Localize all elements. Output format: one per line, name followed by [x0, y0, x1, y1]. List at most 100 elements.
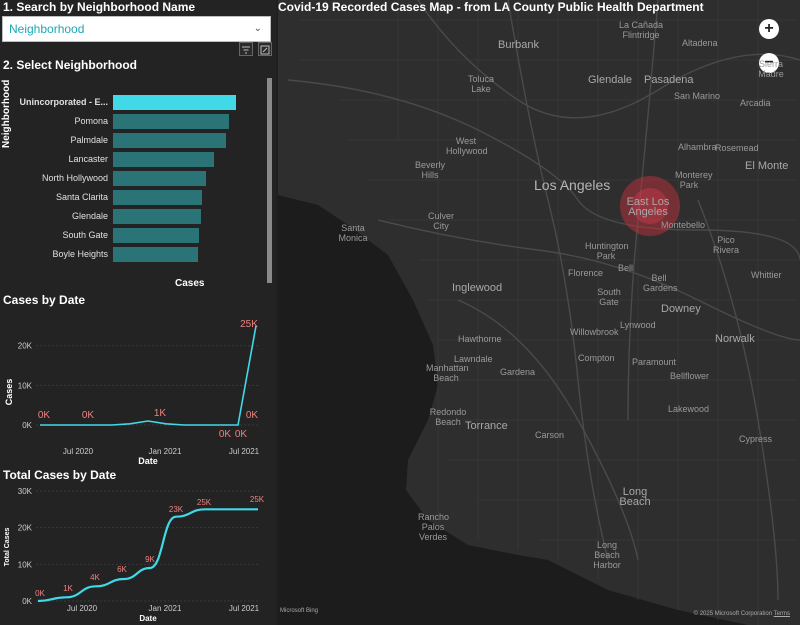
bar-label[interactable]: Lancaster: [68, 154, 108, 164]
bar[interactable]: [113, 228, 199, 243]
map-base: [278, 0, 800, 625]
map-label-monterey-park: Monterey Park: [675, 170, 713, 190]
y-axis-title: Cases: [4, 379, 14, 406]
map-view[interactable]: + − Los Angeles East Los Angeles Burbank…: [278, 0, 800, 625]
bar-chart-scrollbar[interactable]: [267, 78, 272, 283]
data-label: 0K: [38, 410, 51, 421]
map-label-glendale: Glendale: [588, 74, 633, 86]
data-label: 0K: [35, 589, 45, 598]
data-label: 0K: [82, 410, 95, 421]
bar[interactable]: [113, 209, 201, 224]
x-tick-label: Jan 2021: [149, 447, 182, 456]
map-label-bell-gardens: Bell Gardens: [643, 273, 678, 293]
search-title: 1. Search by Neighborhood Name: [3, 0, 196, 14]
data-label: 1K: [154, 408, 167, 419]
map-label-arcadia: Arcadia: [740, 98, 771, 108]
select-neighborhood-title: 2. Select Neighborhood: [3, 58, 138, 72]
x-tick-label: Jul 2021: [229, 604, 260, 613]
map-label-burbank: Burbank: [498, 39, 539, 51]
microsoft-bing-logo: Microsoft Bing: [280, 608, 319, 614]
map-label-montebello: Montebello: [661, 220, 706, 230]
map-label-manhattan-beach: Manhattan Beach: [426, 363, 469, 383]
data-label: 1K: [63, 584, 73, 593]
map-label-paramount: Paramount: [632, 357, 677, 367]
bar-label[interactable]: Unincorporated - E...: [19, 97, 108, 107]
bar-label[interactable]: Boyle Heights: [52, 249, 108, 259]
bar-label[interactable]: Santa Clarita: [55, 192, 108, 202]
left-panel: 1. Search by Neighborhood Name ⌄ 2. Sele…: [0, 0, 276, 625]
y-tick-label: 10K: [18, 560, 33, 569]
y-tick-label: 10K: [18, 381, 33, 390]
bar-label[interactable]: Pomona: [74, 116, 108, 126]
scrollbar-thumb[interactable]: [267, 78, 272, 283]
y-axis-title: Total Cases: [4, 528, 11, 567]
total-cases-title: Total Cases by Date: [3, 468, 117, 482]
bar[interactable]: [113, 247, 198, 262]
x-tick-label: Jan 2021: [149, 604, 182, 613]
map-label-florence: Florence: [568, 268, 604, 278]
bar[interactable]: [113, 171, 206, 186]
map-label-altadena: Altadena: [682, 38, 718, 48]
bar-label[interactable]: Glendale: [71, 211, 108, 221]
total-cases-chart: 0K 10K 20K 30K 0K 1K 4K 6K 9K 23K 25K 25K Jul 2020 Ja…: [4, 487, 265, 623]
data-label: 25K: [250, 495, 265, 504]
map-label-long-beach-harbor: Long Beach Harbor: [593, 540, 621, 570]
map-label-whittier: Whittier: [751, 270, 782, 280]
chevron-down-icon[interactable]: ⌄: [253, 23, 262, 34]
map-label-compton: Compton: [578, 353, 615, 363]
neighborhood-bar-chart: Unincorporated - E... Pomona Palmdale Lanca…: [0, 76, 276, 292]
bar[interactable]: [113, 190, 202, 205]
map-label-rosemead: Rosemead: [715, 143, 759, 153]
bar[interactable]: [113, 152, 214, 167]
bar[interactable]: [113, 114, 229, 129]
zoom-out-button[interactable]: −: [759, 53, 779, 73]
zoom-in-button[interactable]: +: [759, 19, 779, 39]
x-tick-label: Jul 2020: [67, 604, 98, 613]
map-label-long-beach: Long Beach: [619, 486, 651, 508]
map-label-hawthorne: Hawthorne: [458, 334, 502, 344]
map-label-bellflower: Bellflower: [670, 371, 710, 381]
y-tick-label: 20K: [18, 524, 33, 533]
map-label-cypress: Cypress: [739, 434, 773, 444]
cases-by-date-title: Cases by Date: [3, 293, 86, 307]
map-copyright: © 2025 Microsoft Corporation Terms: [693, 611, 790, 617]
map-label-west-hollywood: West Hollywood: [446, 136, 488, 156]
y-tick-label: 30K: [18, 487, 33, 496]
data-label: 0K: [235, 429, 248, 440]
map-label-downey: Downey: [661, 303, 701, 315]
map-label-lynwood: Lynwood: [620, 320, 656, 330]
map-label-toluca-lake: Toluca Lake: [467, 74, 494, 94]
map-label-sierra-madre: Sierra Madre: [758, 59, 784, 79]
neighborhood-search-input[interactable]: [3, 17, 233, 41]
map-label-el-monte: El Monte: [745, 160, 789, 172]
map-label-los-angeles: Los Angeles: [534, 177, 611, 193]
neighborhood-search-box[interactable]: ⌄: [2, 16, 271, 42]
terms-link[interactable]: Terms: [773, 611, 790, 617]
data-label: 25K: [240, 319, 258, 330]
bar[interactable]: [113, 95, 236, 110]
map-title: Covid-19 Recorded Cases Map - from LA Co…: [278, 0, 704, 14]
map-label-pico-rivera: Pico Rivera: [712, 235, 739, 255]
data-label: 4K: [90, 573, 100, 582]
bar-label[interactable]: Palmdale: [70, 135, 108, 145]
map-label-beverly-hills: Beverly Hills: [414, 160, 445, 180]
map-label-la-canada: La Cañada Flintridge: [618, 20, 664, 40]
data-label: 23K: [169, 505, 184, 514]
map-label-culver-city: Culver City: [427, 211, 454, 231]
filter-icon[interactable]: [239, 42, 253, 56]
bar-y-axis-label: Neighborhood: [1, 79, 12, 148]
focus-mode-icon[interactable]: [258, 42, 272, 56]
data-label: 0K: [246, 410, 259, 421]
map-label-pasadena: Pasadena: [644, 74, 694, 86]
map-label-torrance: Torrance: [465, 420, 508, 432]
map-label-santa-monica: Santa Monica: [338, 223, 368, 243]
bar[interactable]: [113, 133, 226, 148]
bar-label[interactable]: North Hollywood: [41, 173, 108, 183]
map-label-gardena: Gardena: [500, 367, 536, 377]
y-tick-label: 20K: [18, 342, 33, 351]
bar-label[interactable]: South Gate: [62, 230, 108, 240]
map-label-rancho-palos-verdes: Rancho Palos Verdes: [418, 512, 450, 542]
y-tick-label: 0K: [22, 421, 32, 430]
